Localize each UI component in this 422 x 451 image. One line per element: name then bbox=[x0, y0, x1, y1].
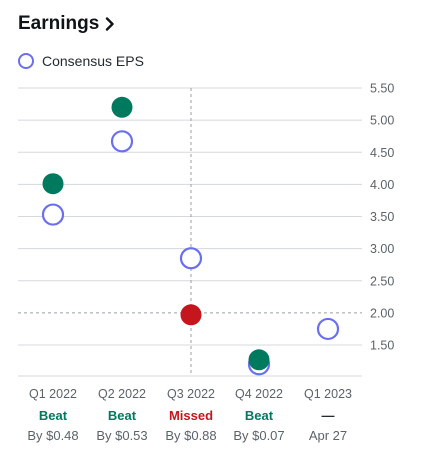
x-category-label: Q2 2022 bbox=[98, 387, 146, 401]
y-tick-label: 2.00 bbox=[370, 306, 394, 320]
y-tick-label: 5.00 bbox=[370, 114, 394, 128]
result-detail: By $0.48 bbox=[27, 428, 78, 443]
x-category-label: Q3 2022 bbox=[167, 387, 215, 401]
result-status: — bbox=[322, 408, 335, 423]
result-detail: Apr 27 bbox=[309, 428, 347, 443]
actual-eps-point[interactable] bbox=[180, 304, 202, 326]
y-tick-label: 2.50 bbox=[370, 274, 394, 288]
y-tick-label: 5.50 bbox=[370, 82, 394, 96]
y-tick-label: 1.50 bbox=[370, 339, 394, 353]
actual-eps-point[interactable] bbox=[248, 349, 270, 371]
x-category-label: Q4 2022 bbox=[235, 387, 283, 401]
result-status: Beat bbox=[108, 408, 137, 423]
result-detail: By $0.07 bbox=[233, 428, 284, 443]
result-status: Missed bbox=[169, 408, 213, 423]
consensus-eps-point[interactable] bbox=[110, 130, 134, 153]
y-tick-label: 4.00 bbox=[370, 178, 394, 192]
y-tick-label: 4.50 bbox=[370, 146, 394, 160]
consensus-eps-point[interactable] bbox=[316, 317, 340, 341]
earnings-title: Earnings bbox=[18, 13, 100, 34]
legend-label-consensus: Consensus EPS bbox=[42, 53, 144, 69]
result-status: Beat bbox=[39, 408, 68, 423]
actual-eps-point[interactable] bbox=[42, 173, 64, 195]
y-tick-label: 3.50 bbox=[370, 210, 394, 224]
chart-legend: Consensus EPS bbox=[18, 50, 144, 72]
result-detail: By $0.53 bbox=[96, 428, 147, 443]
consensus-eps-point[interactable] bbox=[41, 203, 65, 226]
actual-eps-point[interactable] bbox=[111, 96, 133, 118]
earnings-header-link[interactable]: Earnings bbox=[18, 10, 115, 38]
consensus-marker-icon bbox=[18, 53, 34, 69]
result-detail: By $0.88 bbox=[165, 428, 216, 443]
chevron-right-icon bbox=[105, 17, 115, 31]
consensus-eps-point[interactable] bbox=[179, 247, 203, 270]
result-status: Beat bbox=[245, 408, 274, 423]
x-category-label: Q1 2022 bbox=[29, 387, 77, 401]
x-category-label: Q1 2023 bbox=[304, 387, 352, 401]
y-tick-label: 3.00 bbox=[370, 242, 394, 256]
